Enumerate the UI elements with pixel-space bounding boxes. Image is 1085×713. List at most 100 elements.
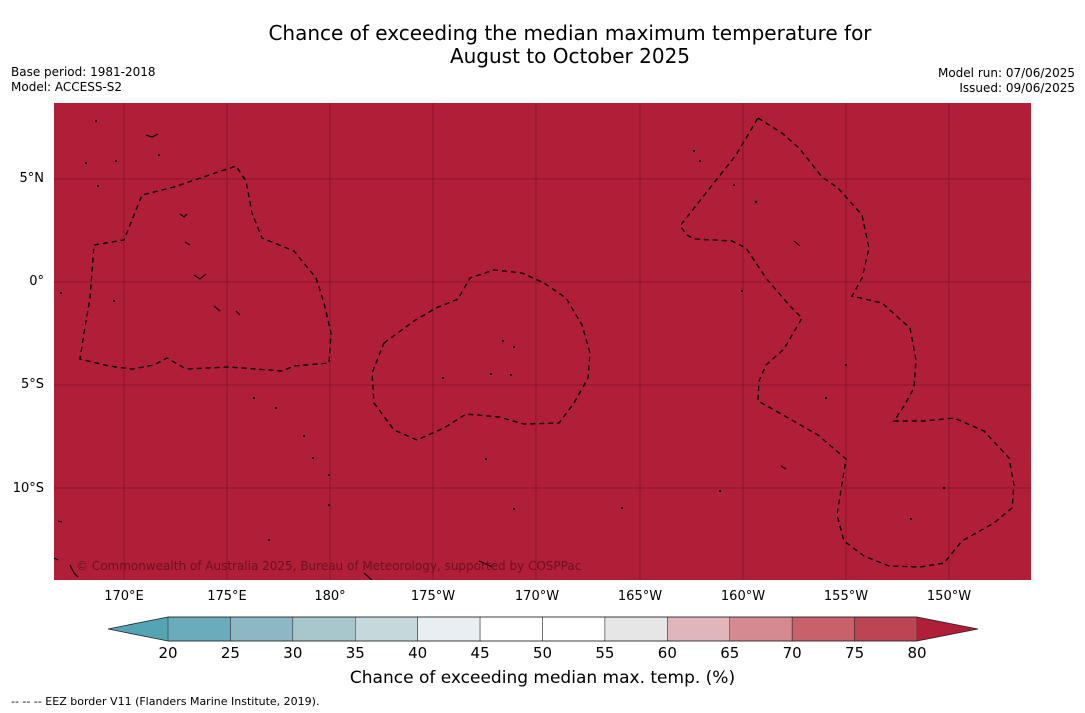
- lon-label-175e: 175°E: [207, 589, 247, 604]
- colorbar-segment: [791, 616, 855, 642]
- island-outline: [478, 560, 493, 568]
- atoll-dot: [59, 291, 63, 295]
- colorbar-tick-label: 35: [345, 644, 365, 662]
- atoll-dot: [302, 434, 306, 438]
- island-outline: [793, 240, 801, 247]
- atoll-dot: [114, 159, 118, 163]
- colorbar-segments: [167, 616, 918, 642]
- colorbar-segment: [542, 616, 606, 642]
- graticule: [54, 103, 1031, 580]
- colorbar-under-arrow: [108, 617, 168, 641]
- map-title: Chance of exceeding the median maximum t…: [0, 22, 1085, 68]
- land-outlines: [54, 133, 801, 580]
- atoll-dot: [311, 456, 315, 460]
- title-line-2: August to October 2025: [449, 44, 691, 68]
- colorbar-tick-label: 40: [408, 644, 428, 662]
- colorbar-tick-label: 45: [470, 644, 490, 662]
- copyright-credit: © Commonwealth of Australia 2025, Bureau…: [76, 559, 582, 573]
- atoll-dot: [96, 184, 100, 188]
- colorbar-segment: [479, 616, 543, 642]
- atoll-dot: [844, 363, 848, 367]
- atoll-dot: [909, 517, 913, 521]
- issued-text: Issued: 09/06/2025: [959, 81, 1075, 95]
- atoll-dot: [754, 200, 758, 204]
- colorbar-tick-label: 25: [220, 644, 240, 662]
- colorbar: [108, 616, 978, 642]
- lon-label-160w: 160°W: [720, 589, 766, 604]
- atoll-dot: [112, 299, 116, 303]
- island-outline: [184, 241, 191, 246]
- lon-label-165w: 165°W: [617, 589, 663, 604]
- colorbar-tick-label: 65: [720, 644, 740, 662]
- colorbar-tick-label: 70: [782, 644, 802, 662]
- base-period-text: Base period: 1981-2018: [11, 65, 156, 79]
- island-outline: [363, 572, 373, 580]
- island-outline: [54, 557, 59, 561]
- title-line-1: Chance of exceeding the median maximum t…: [268, 21, 872, 45]
- colorbar-label: Chance of exceeding median max. temp. (%…: [349, 668, 736, 688]
- island-outline: [69, 564, 79, 578]
- colorbar-segment: [355, 616, 418, 642]
- island-outline: [57, 520, 63, 523]
- atoll-dot: [698, 159, 702, 163]
- atoll-dot: [252, 396, 256, 400]
- colorbar-tick-label: 60: [657, 644, 677, 662]
- eez-borders: [79, 117, 1015, 568]
- lon-label-155w: 155°W: [823, 589, 869, 604]
- lat-label-0: 0°: [29, 274, 44, 289]
- island-outline: [193, 273, 207, 280]
- meta-right: Model run: 07/06/2025 Issued: 09/06/2025: [938, 66, 1075, 96]
- atoll-dot: [512, 507, 516, 511]
- colorbar-segment: [604, 616, 668, 642]
- lon-label-170e: 170°E: [104, 589, 144, 604]
- island-outline: [145, 133, 159, 138]
- colorbar-segment: [167, 616, 231, 642]
- island-outline: [235, 310, 241, 316]
- atoll-dot: [327, 473, 331, 477]
- colorbar-tick-label: 80: [907, 644, 927, 662]
- island-outline: [213, 305, 221, 312]
- atoll-dot: [692, 149, 696, 153]
- model-run-text: Model run: 07/06/2025: [937, 66, 1075, 80]
- lon-label-150w: 150°W: [926, 589, 972, 604]
- atoll-dot: [84, 161, 88, 165]
- colorbar-tick-label: 50: [532, 644, 553, 662]
- atoll-dot: [157, 153, 161, 157]
- atoll-dot: [740, 289, 744, 293]
- atoll-dot: [327, 503, 331, 507]
- eez-footnote: -- -- -- EEZ border V11 (Flanders Marine…: [11, 695, 320, 708]
- atoll-dot: [732, 183, 736, 187]
- lon-label-170w: 170°W: [514, 589, 560, 604]
- island-outline: [179, 213, 188, 218]
- eez-border-phoenix-islands: [371, 269, 591, 441]
- atoll-dot: [274, 406, 278, 410]
- atoll-dot: [441, 376, 445, 380]
- atoll-dot: [509, 373, 513, 377]
- atoll-dot: [489, 372, 493, 376]
- colorbar-outline: [108, 616, 978, 642]
- lat-label-10s: 10°S: [12, 481, 44, 496]
- colorbar-segment: [729, 616, 793, 642]
- model-text: Model: ACCESS-S2: [11, 80, 123, 94]
- colorbar-segment: [667, 616, 730, 642]
- atoll-dot: [718, 489, 722, 493]
- colorbar-tick-label: 55: [595, 644, 615, 662]
- colorbar-tick-label: 20: [158, 644, 178, 662]
- eez-border-line-islands: [679, 117, 1015, 568]
- atoll-dot: [484, 457, 488, 461]
- lon-label-175w: 175°W: [410, 589, 456, 604]
- colorbar-segment: [230, 616, 294, 642]
- lat-label-5n: 5°N: [19, 171, 45, 186]
- colorbar-segment: [854, 616, 918, 642]
- meta-left: Base period: 1981-2018 Model: ACCESS-S2: [11, 65, 156, 95]
- map-panel: [54, 103, 1031, 580]
- colorbar-tick-label: 75: [845, 644, 865, 662]
- atoll-dot: [267, 538, 271, 542]
- colorbar-segment: [292, 616, 356, 642]
- atoll-dot: [501, 339, 505, 343]
- atoll-dot: [942, 486, 946, 490]
- atoll-dot: [620, 506, 624, 510]
- atoll-dots: [59, 119, 946, 542]
- colorbar-over-arrow: [917, 617, 978, 641]
- colorbar-tick-label: 30: [283, 644, 303, 662]
